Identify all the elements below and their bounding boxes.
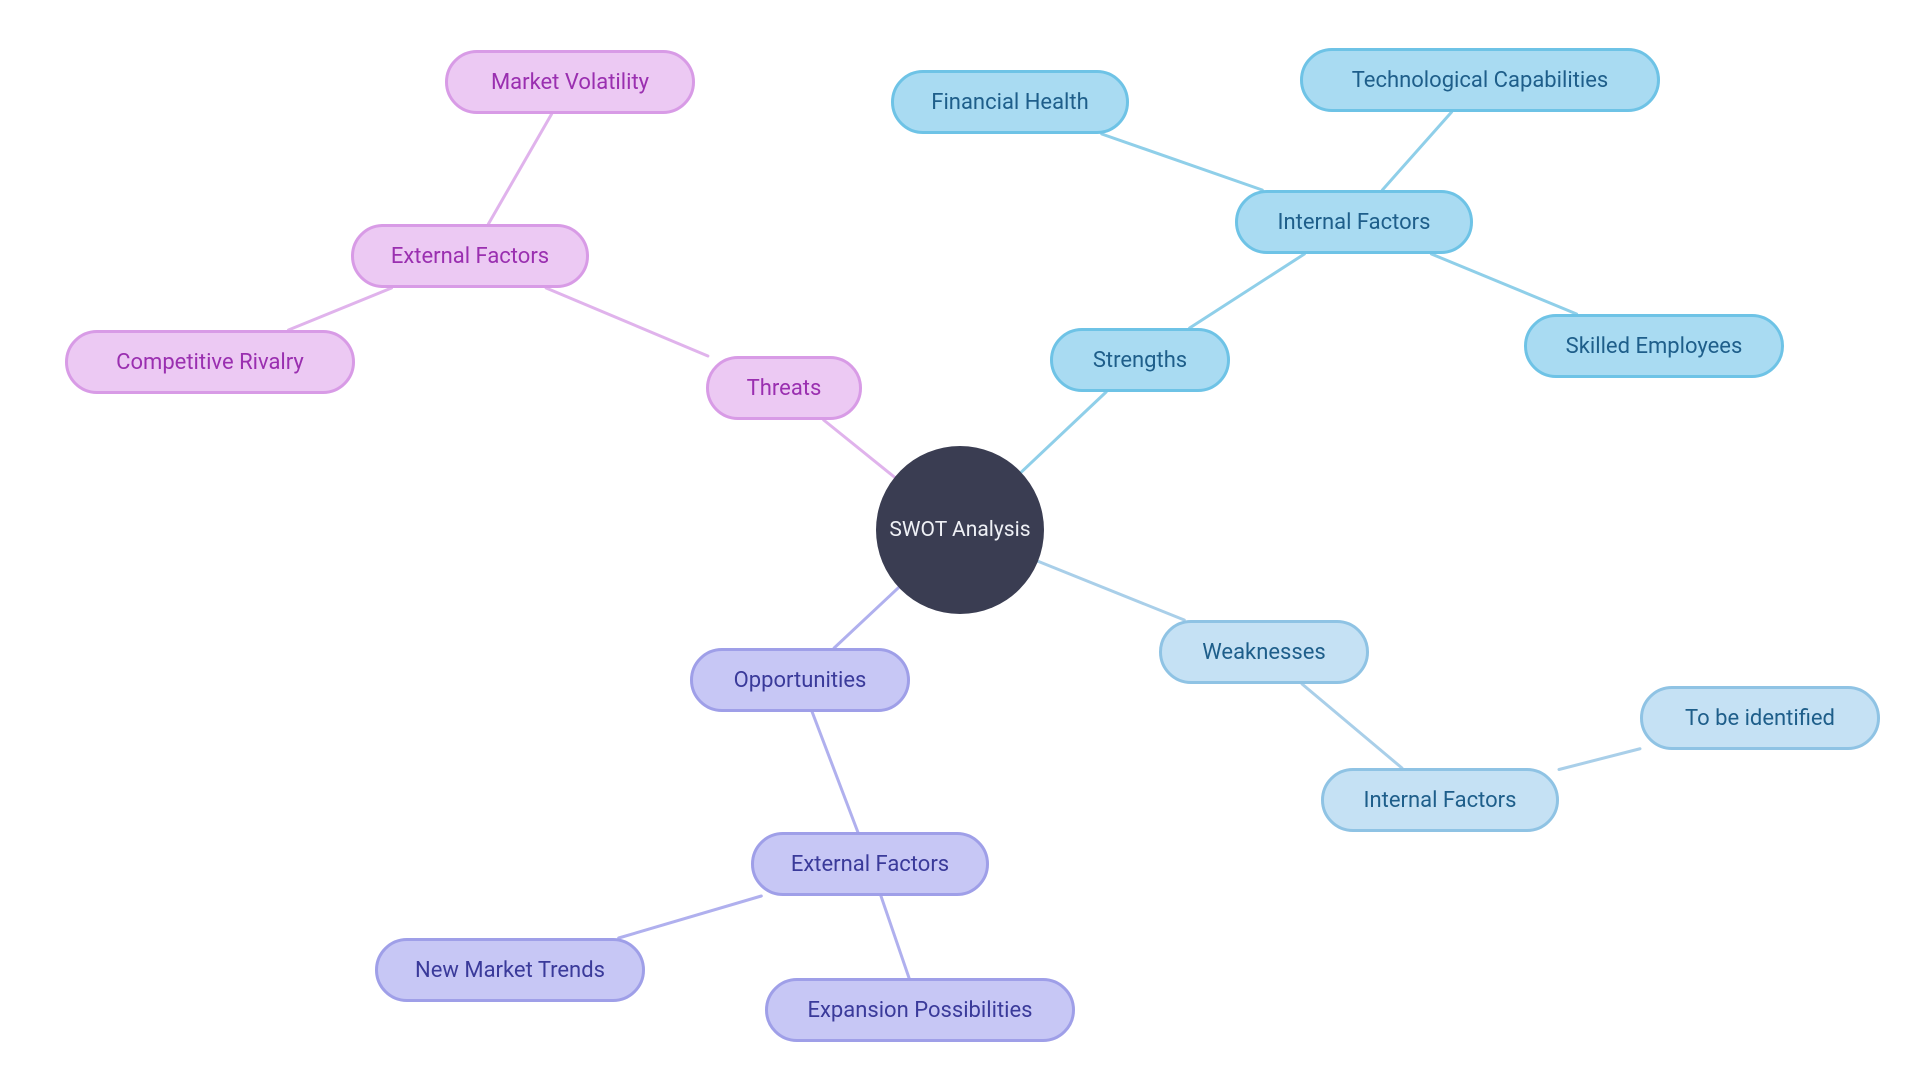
node-label: Market Volatility bbox=[491, 70, 649, 95]
node-opp-external: External Factors bbox=[751, 832, 989, 896]
node-weak-internal: Internal Factors bbox=[1321, 768, 1559, 832]
node-label: Competitive Rivalry bbox=[116, 350, 304, 375]
node-skilled-employees: Skilled Employees bbox=[1524, 314, 1784, 378]
mindmap-canvas: SWOT Analysis Strengths Internal Factors… bbox=[0, 0, 1920, 1080]
center-label: SWOT Analysis bbox=[889, 518, 1030, 542]
node-strengths: Strengths bbox=[1050, 328, 1230, 392]
node-weaknesses: Weaknesses bbox=[1159, 620, 1369, 684]
node-label: Expansion Possibilities bbox=[807, 998, 1032, 1023]
node-new-market-trends: New Market Trends bbox=[375, 938, 645, 1002]
node-label: Internal Factors bbox=[1278, 210, 1431, 235]
node-label: Strengths bbox=[1093, 348, 1187, 373]
node-tech-capabilities: Technological Capabilities bbox=[1300, 48, 1660, 112]
node-opportunities: Opportunities bbox=[690, 648, 910, 712]
node-label: Technological Capabilities bbox=[1352, 68, 1609, 93]
node-financial-health: Financial Health bbox=[891, 70, 1129, 134]
node-market-volatility: Market Volatility bbox=[445, 50, 695, 114]
node-label: Weaknesses bbox=[1202, 640, 1326, 665]
node-expansion-possibilities: Expansion Possibilities bbox=[765, 978, 1075, 1042]
node-label: Financial Health bbox=[931, 90, 1088, 115]
node-label: Opportunities bbox=[734, 668, 867, 693]
node-label: New Market Trends bbox=[415, 958, 605, 983]
node-strengths-internal: Internal Factors bbox=[1235, 190, 1473, 254]
node-to-be-identified: To be identified bbox=[1640, 686, 1880, 750]
node-threats: Threats bbox=[706, 356, 862, 420]
node-label: To be identified bbox=[1685, 706, 1835, 731]
node-label: External Factors bbox=[791, 852, 949, 877]
node-label: Internal Factors bbox=[1364, 788, 1517, 813]
node-label: External Factors bbox=[391, 244, 549, 269]
node-label: Skilled Employees bbox=[1566, 334, 1743, 359]
center-node-swot: SWOT Analysis bbox=[876, 446, 1044, 614]
node-thr-external: External Factors bbox=[351, 224, 589, 288]
node-competitive-rivalry: Competitive Rivalry bbox=[65, 330, 355, 394]
node-label: Threats bbox=[747, 376, 822, 401]
